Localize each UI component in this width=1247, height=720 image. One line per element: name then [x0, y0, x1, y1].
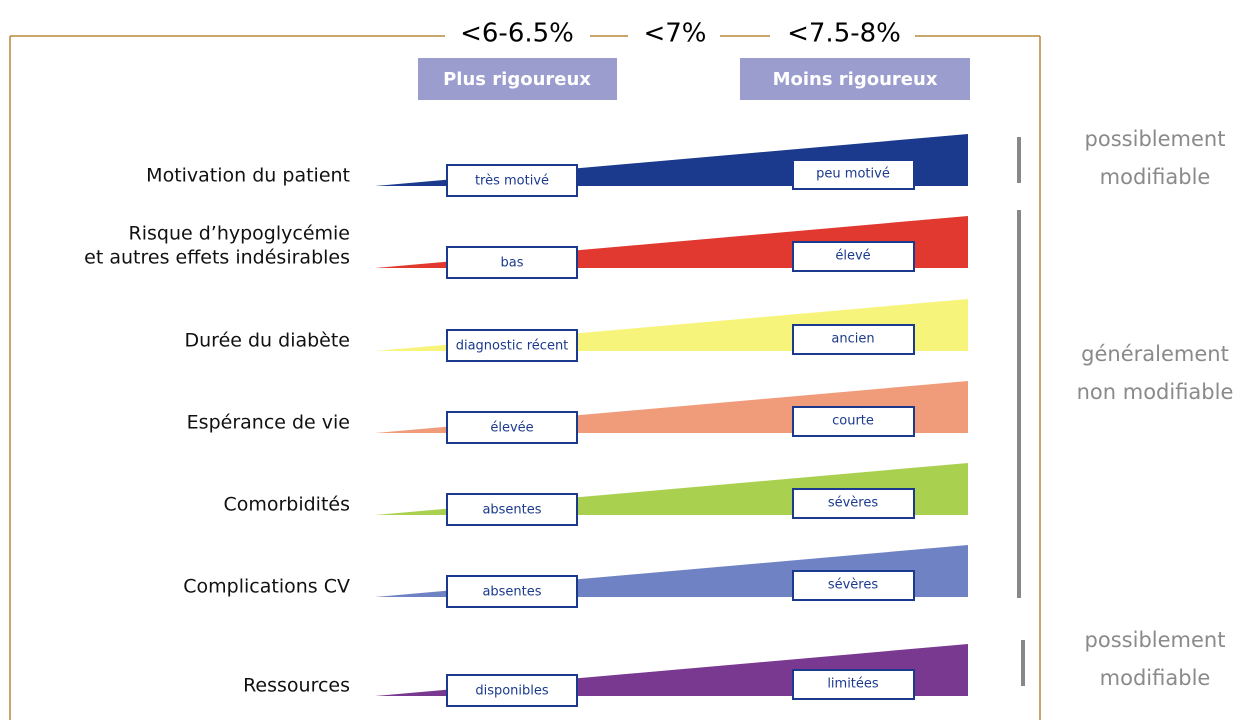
row-label: Ressources: [243, 675, 350, 697]
row-label: Risque d’hypoglycémie: [129, 223, 350, 245]
target: <7%: [643, 19, 706, 49]
target: <6-6.5%: [460, 19, 574, 49]
row-label: et autres effets indésirables: [84, 247, 350, 269]
right-value: sévères: [828, 578, 879, 593]
frame: [9, 35, 1041, 720]
right-box: [792, 570, 915, 601]
left-label: Plus rigoureux: [443, 69, 591, 90]
left-value: bas: [501, 256, 524, 271]
group-label: modifiable: [1100, 666, 1211, 690]
left-box: [446, 493, 578, 526]
left-box: [446, 411, 578, 444]
left-box: [446, 246, 578, 279]
left-box: [446, 575, 578, 608]
right-value: courte: [832, 414, 874, 429]
left-box: [446, 329, 578, 362]
right-label-box: [740, 58, 970, 100]
right-value: ancien: [831, 332, 874, 347]
right-value: peu motivé: [816, 167, 890, 182]
left-value: disponibles: [475, 684, 549, 699]
left-value: diagnostic récent: [456, 339, 569, 354]
row-label: Motivation du patient: [146, 165, 350, 187]
right-value: limitées: [827, 677, 879, 692]
left-value: élevée: [490, 421, 533, 436]
group-label: possiblement: [1085, 127, 1226, 151]
right-box: [792, 159, 915, 190]
right-box: [792, 324, 915, 355]
right-value: sévères: [828, 496, 879, 511]
target: <7.5-8%: [787, 19, 901, 49]
group-label: non modifiable: [1077, 380, 1234, 404]
left-box: [446, 674, 578, 707]
right-box: [792, 241, 915, 272]
right-box: [792, 406, 915, 437]
row-label: Comorbidités: [223, 494, 350, 516]
row-label: Durée du diabète: [185, 330, 351, 352]
left-value: absentes: [482, 503, 541, 518]
group-label: modifiable: [1100, 165, 1211, 189]
group-label: possiblement: [1085, 628, 1226, 652]
right-value: élevé: [835, 249, 870, 264]
left-value: très motivé: [475, 174, 549, 189]
left-box: [446, 164, 578, 197]
left-label-box: [418, 58, 617, 100]
right-box: [792, 488, 915, 519]
header-targets: <6-6.5% <7% <7.5-8%: [460, 19, 901, 49]
row-label: Complications CV: [183, 576, 350, 598]
row-label: Espérance de vie: [187, 412, 350, 434]
right-label: Moins rigoureux: [773, 69, 938, 90]
right-box: [792, 669, 915, 700]
group-bars: [1017, 137, 1025, 686]
group-label: généralement: [1081, 342, 1229, 366]
left-value: absentes: [482, 585, 541, 600]
